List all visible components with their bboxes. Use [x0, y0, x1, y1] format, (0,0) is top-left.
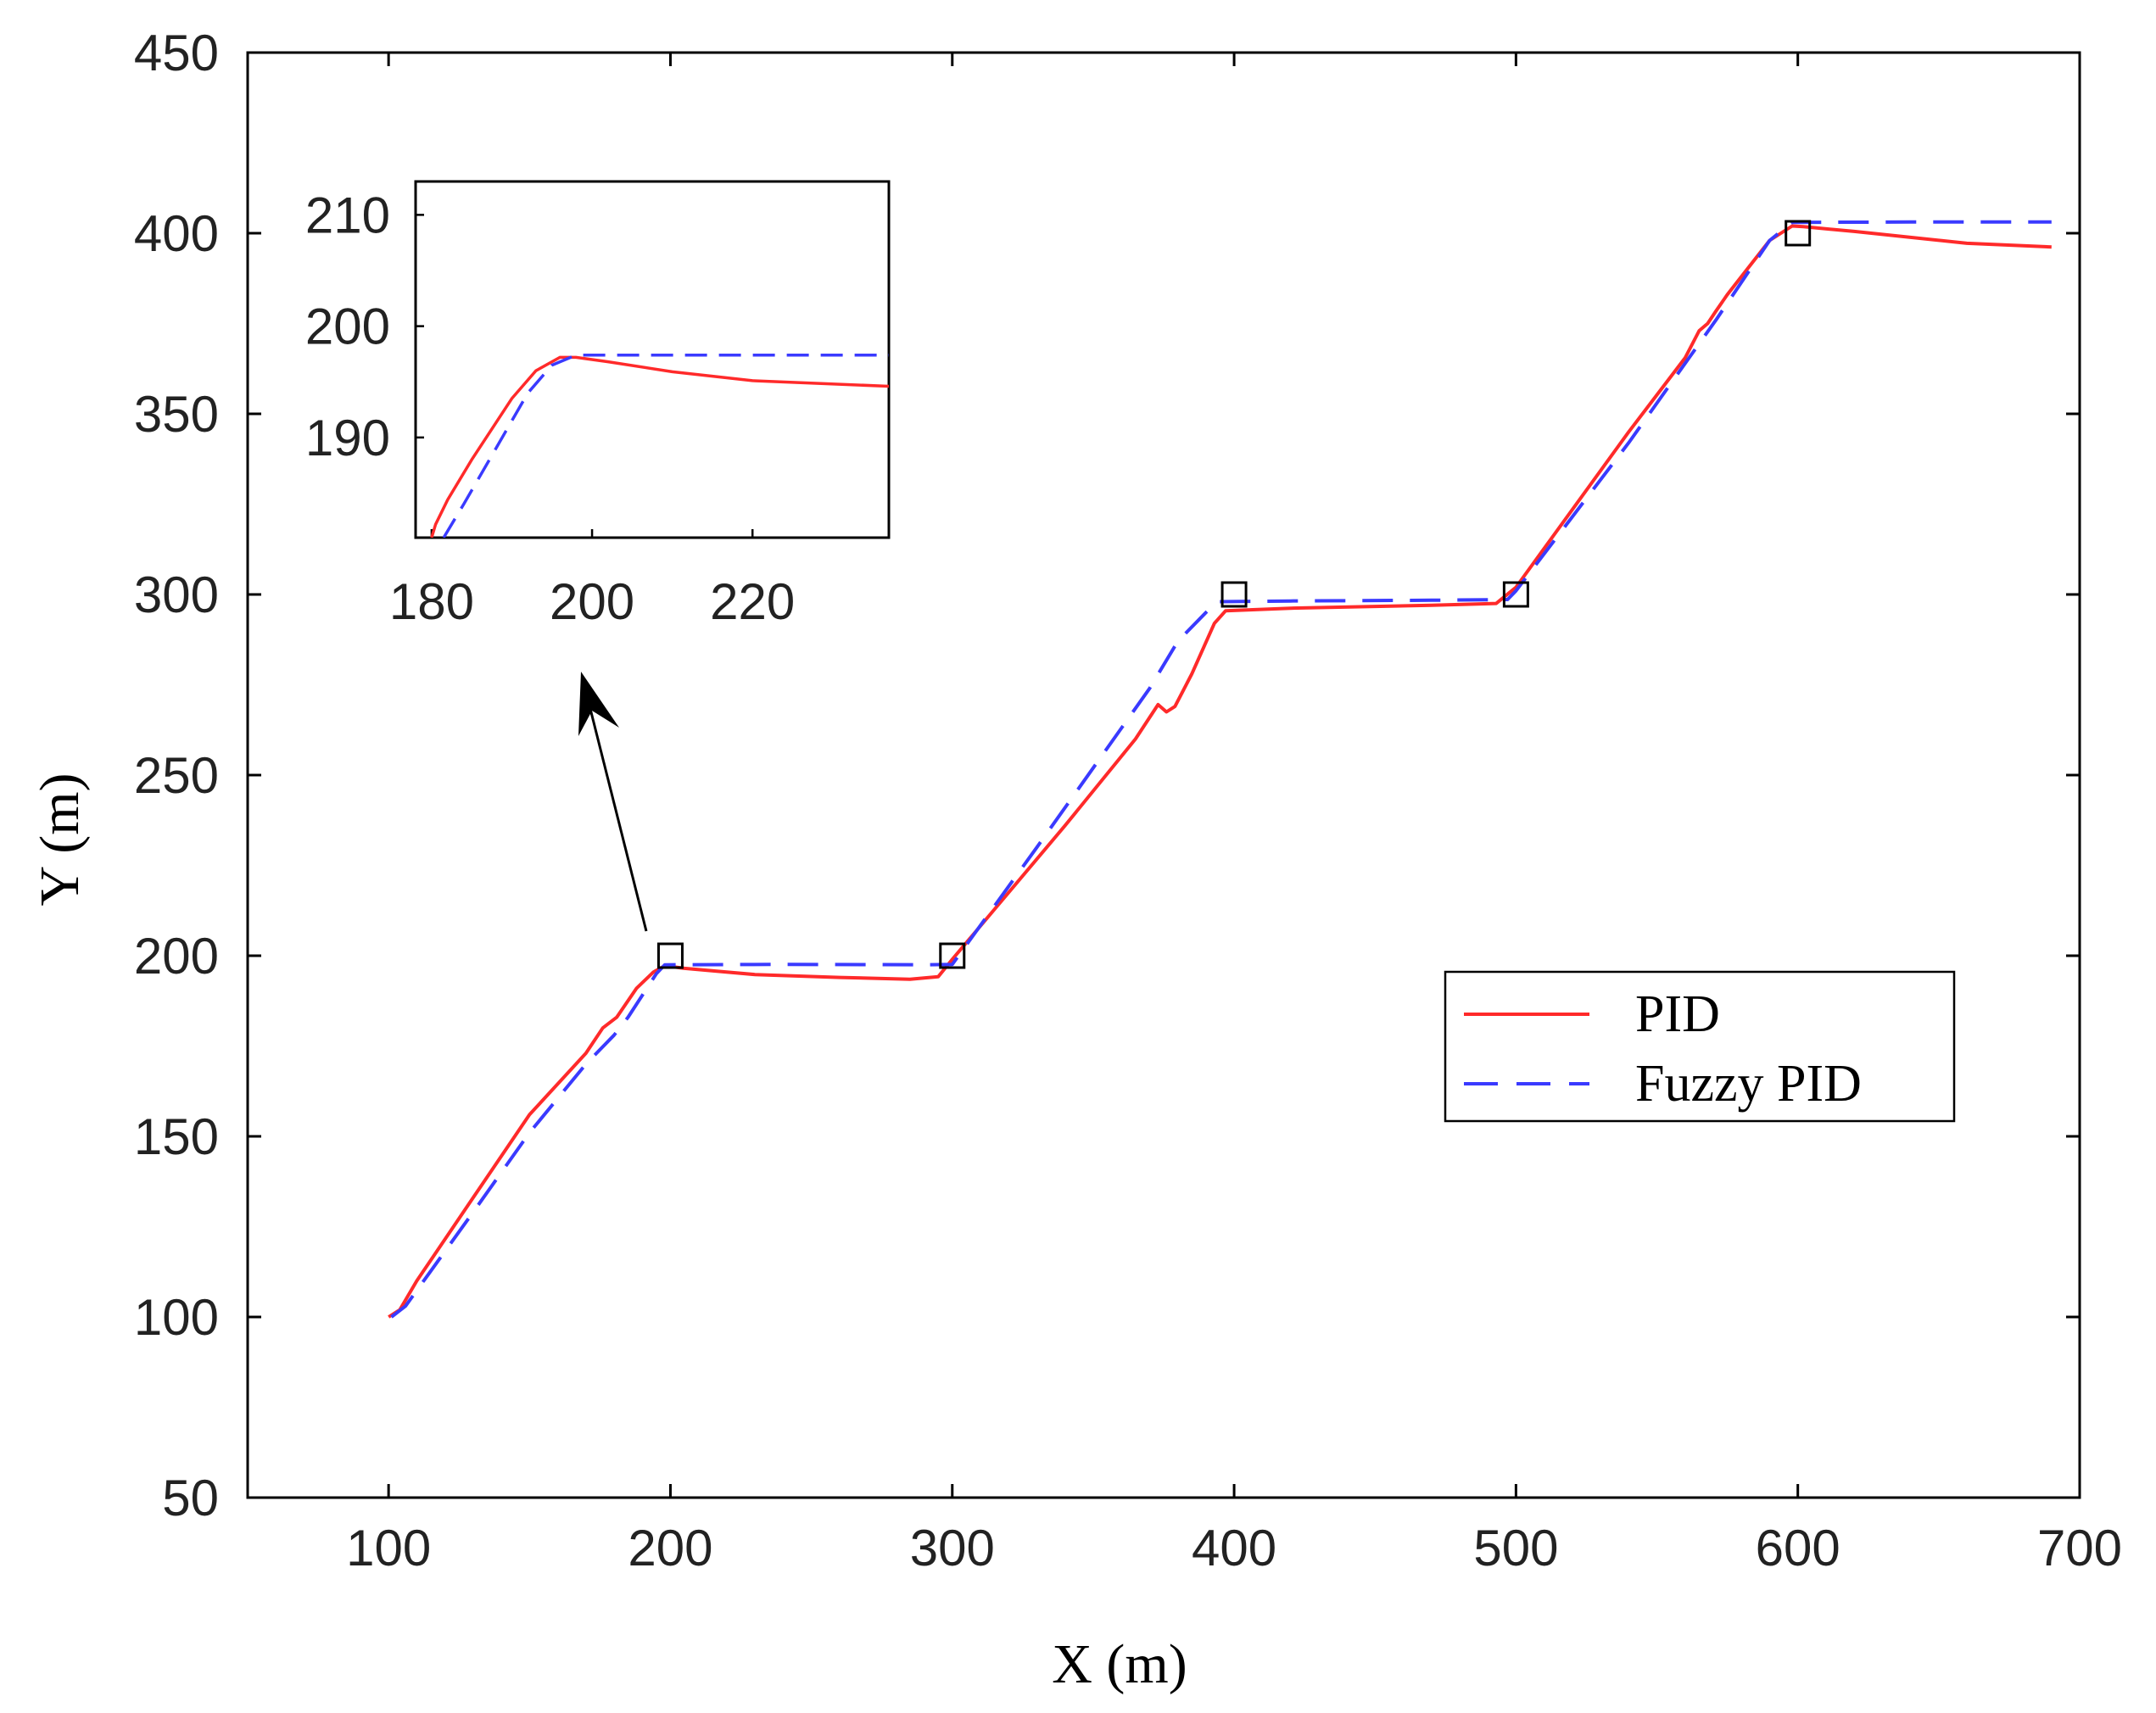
legend-label-pid: PID: [1635, 985, 1720, 1043]
y-tick-label: 50: [162, 1470, 219, 1526]
x-axis-label: X (m): [1052, 1633, 1187, 1695]
inset-frame: [414, 180, 891, 539]
waypoint-marker: [939, 942, 966, 969]
x-tick-label: 400: [1192, 1520, 1276, 1576]
y-tick-label: 200: [134, 928, 219, 985]
series-line-fuzzy-pid: [390, 220, 2052, 1319]
legend-box: [1444, 970, 1956, 1123]
inset-series-line-pid: [430, 355, 889, 538]
y-tick-label: 300: [134, 566, 219, 623]
series-line-pid: [388, 224, 2052, 1319]
y-tick-label: 350: [134, 386, 219, 443]
waypoint-marker: [1220, 581, 1248, 608]
inset-x-tick-label: 200: [550, 573, 634, 630]
x-tick-label: 600: [1756, 1520, 1840, 1576]
inset-y-tick-label: 190: [305, 410, 390, 466]
inset-x-tick-label: 180: [389, 573, 474, 630]
legend-label-fuzzy-pid: Fuzzy PID: [1635, 1055, 1862, 1113]
main-plot-area: 100 200 300 400 500 600 700 50 100 150 200 250 300 35…: [134, 25, 2122, 1576]
x-tick-label: 200: [628, 1520, 712, 1576]
y-axis-label: Y (m): [29, 773, 91, 906]
y-tick-label: 450: [134, 25, 219, 81]
x-tick-label: 100: [346, 1520, 431, 1576]
arrow-shaft: [588, 705, 648, 932]
x-tick-label: 300: [910, 1520, 995, 1576]
zoom-arrow: [578, 672, 648, 932]
y-tick-label: 400: [134, 205, 219, 262]
arrow-head: [578, 672, 619, 736]
y-tick-label: 150: [134, 1108, 219, 1165]
waypoint-marker: [1502, 581, 1529, 608]
x-tick-label: 500: [1473, 1520, 1558, 1576]
y-tick-label: 250: [134, 747, 219, 804]
legend: PID Fuzzy PID: [1444, 970, 1956, 1123]
inset-y-tick-label: 210: [305, 187, 390, 243]
y-tick-label: 100: [134, 1289, 219, 1346]
inset-y-tick-label: 200: [305, 299, 390, 355]
waypoint-marker: [1785, 220, 1812, 247]
x-tick-label: 700: [2037, 1520, 2122, 1576]
inset-x-tick-label: 220: [710, 573, 795, 630]
inset-series-line-fuzzy-pid: [442, 353, 889, 538]
inset-plot-area: 180 200 220 190 200 210: [305, 180, 891, 630]
waypoint-marker: [656, 942, 684, 969]
